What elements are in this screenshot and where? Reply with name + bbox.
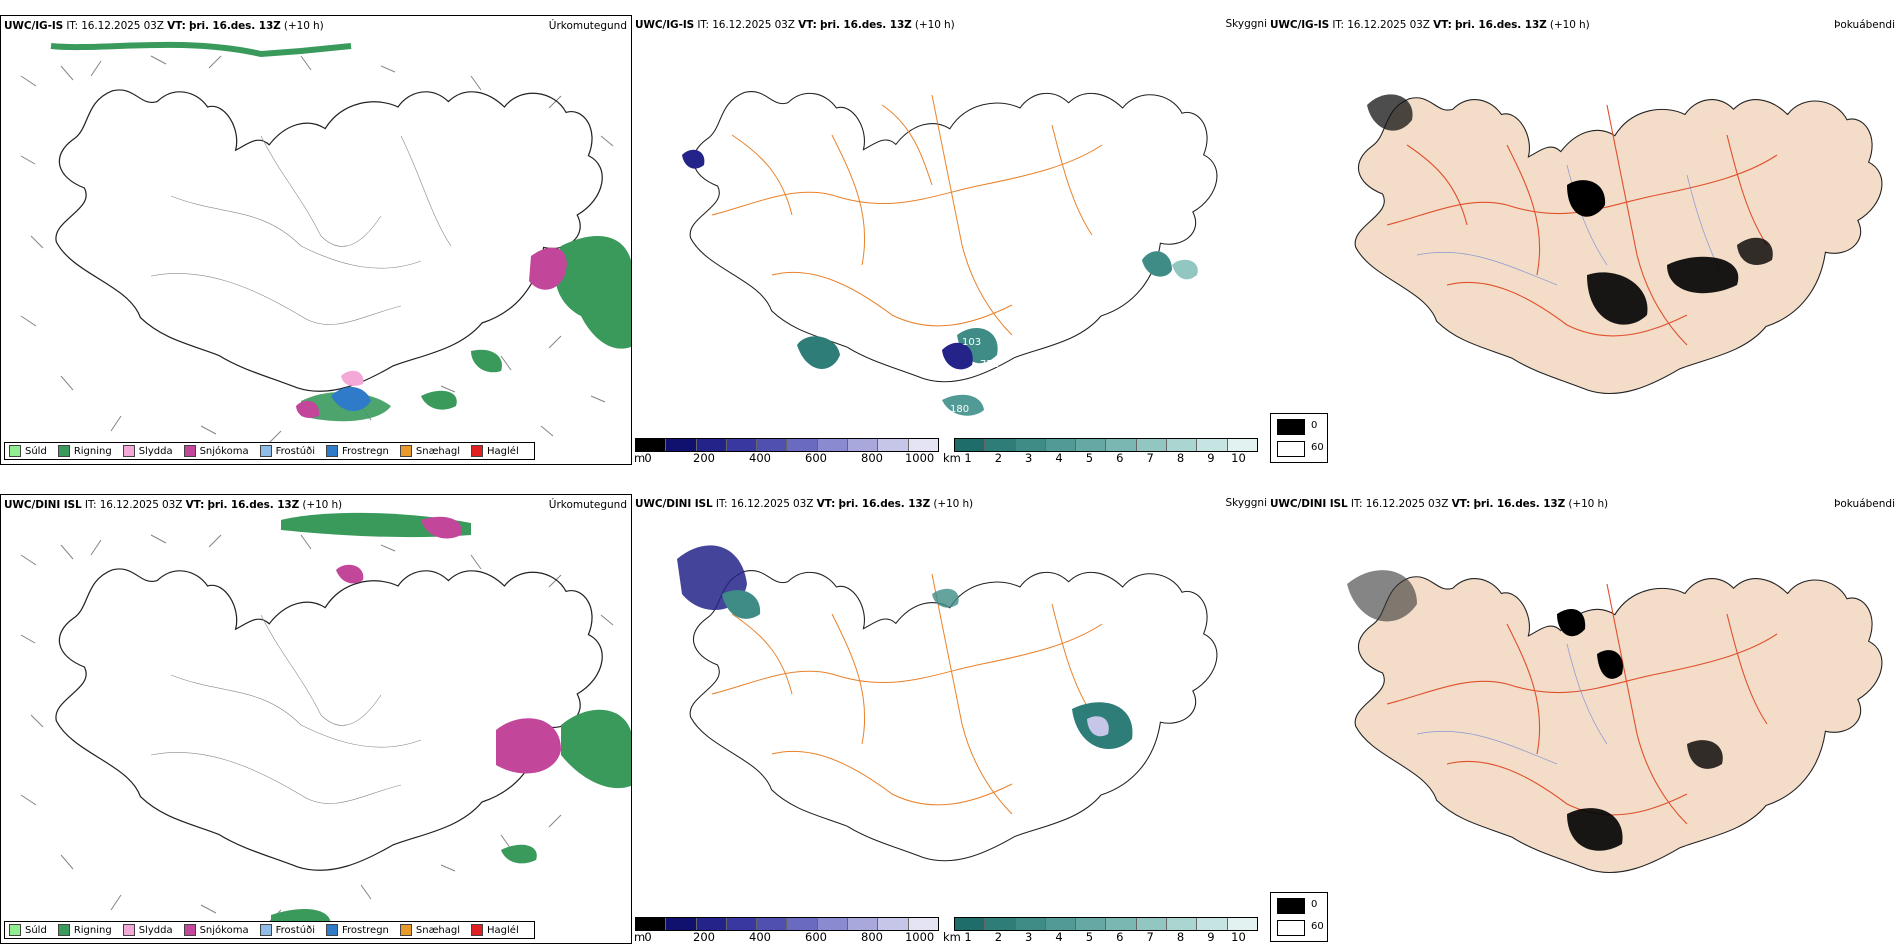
legend-item: Snjókoma [183, 445, 249, 457]
legend-item: Haglél [471, 445, 519, 457]
visibility-colorbar [954, 438, 1258, 452]
tick-label: 3 [1025, 930, 1033, 944]
cloud-base-ticks: 0 200 400 600 800 1000 [644, 451, 934, 465]
panel-type-label: Þokuábendi [1834, 498, 1895, 510]
panel-header: UWC/DINI ISL IT: 16.12.2025 03Z VT: þri.… [1270, 498, 1609, 510]
colorbar-unit: m [634, 451, 646, 465]
map-label: 837 [1090, 748, 1109, 759]
tick-label: 10 [1231, 930, 1246, 944]
visibility-colorbar [954, 917, 1258, 931]
tick-label: 7 [1146, 930, 1154, 944]
fog-legend: 0 60 [1270, 892, 1328, 942]
legend-item: Frostúði [259, 924, 315, 936]
tick-label: 2 [994, 930, 1003, 944]
legend-item: Frostregn [326, 924, 389, 936]
tick-label: 200 [693, 451, 715, 465]
legend-item: Slydda [122, 924, 173, 936]
tick-label: 6 [1116, 930, 1124, 944]
cloud-panel-top: UWC/IG-IS IT: 16.12.2025 03Z VT: þri. 16… [632, 15, 1267, 465]
legend-item: Slydda [122, 445, 173, 457]
tick-label: 4 [1055, 930, 1063, 944]
fog-legend-label: 0 [1311, 420, 1318, 431]
panel-header: UWC/IG-IS IT: 16.12.2025 03Z VT: þri. 16… [635, 19, 955, 31]
tick-label: 4 [1055, 451, 1063, 465]
tick-label: 9 [1207, 930, 1215, 944]
precip-map [20, 512, 631, 935]
legend-item: Rigning [57, 445, 112, 457]
legend-item: Frostregn [326, 445, 389, 457]
fog-map [1347, 570, 1883, 874]
cloud-map: 837 [677, 545, 1218, 862]
legend-item: Rigning [57, 924, 112, 936]
tick-label: 6 [1116, 451, 1124, 465]
panel-header: UWC/IG-IS IT: 16.12.2025 03Z VT: þri. 16… [1270, 19, 1590, 31]
tick-label: 5 [1085, 930, 1094, 944]
tick-label: 400 [749, 451, 771, 465]
legend-item: Haglél [471, 924, 519, 936]
tick-label: 0 [644, 451, 652, 465]
tick-label: 3 [1025, 451, 1033, 465]
tick-label: 7 [1146, 451, 1154, 465]
tick-label: 600 [805, 930, 827, 944]
panel-type-label: Úrkomutegund [548, 20, 627, 32]
legend-item: Snjókoma [183, 924, 249, 936]
tick-label: 1 [964, 930, 972, 944]
legend-item: Snæhagl [399, 924, 460, 936]
colorbar-unit: km [943, 930, 961, 944]
tick-label: 800 [861, 451, 883, 465]
cloud-base-colorbar [635, 438, 939, 452]
cloud-base-ticks: 0 200 400 600 800 1000 [644, 930, 934, 944]
panel-header: UWC/DINI ISL IT: 16.12.2025 03Z VT: þri.… [4, 499, 343, 511]
tick-label: 0 [644, 930, 652, 944]
precip-legend: Súld Rigning Slydda Snjókoma Frostúði Fr… [4, 921, 535, 939]
tick-label: 1000 [904, 451, 935, 465]
tick-label: 9 [1207, 451, 1215, 465]
cloud-panel-bottom: UWC/DINI ISL IT: 16.12.2025 03Z VT: þri.… [632, 494, 1267, 944]
fog-map [1354, 94, 1883, 395]
tick-label: 8 [1176, 930, 1185, 944]
tick-label: 2 [994, 451, 1003, 465]
fog-legend-label: 0 [1311, 899, 1318, 910]
visibility-ticks: 1 2 3 4 5 6 7 8 9 10 [964, 930, 1246, 944]
colorbar-unit: m [634, 930, 646, 944]
precip-panel-bottom: UWC/DINI ISL IT: 16.12.2025 03Z VT: þri.… [0, 494, 632, 944]
fog-legend-label: 60 [1311, 921, 1324, 932]
tick-label: 1 [964, 451, 972, 465]
tick-label: 10 [1231, 451, 1246, 465]
cloud-base-colorbar [635, 917, 939, 931]
legend-item: Súld [9, 445, 47, 457]
map-label: 751 [980, 359, 999, 370]
visibility-ticks: 1 2 3 4 5 6 7 8 9 10 [964, 451, 1246, 465]
tick-label: 8 [1176, 451, 1185, 465]
cloud-map: 103 751 180 [682, 91, 1218, 416]
legend-item: Súld [9, 924, 47, 936]
panel-type-label: Þokuábendi [1834, 19, 1895, 31]
precip-legend: Súld Rigning Slydda Snjókoma Frostúði Fr… [4, 442, 535, 460]
legend-item: Frostúði [259, 445, 315, 457]
tick-label: 5 [1085, 451, 1094, 465]
fog-panel-top: UWC/IG-IS IT: 16.12.2025 03Z VT: þri. 16… [1267, 15, 1900, 465]
panel-type-label: Skyggni [1225, 18, 1268, 30]
precip-map [20, 41, 631, 444]
legend-item: Snæhagl [399, 445, 460, 457]
tick-label: 600 [805, 451, 827, 465]
panel-header: UWC/IG-IS IT: 16.12.2025 03Z VT: þri. 16… [4, 20, 324, 32]
panel-type-label: Skyggni [1225, 497, 1268, 509]
colorbar-unit: km [943, 451, 961, 465]
tick-label: 400 [749, 930, 771, 944]
map-label: 180 [950, 404, 969, 415]
panel-header: UWC/DINI ISL IT: 16.12.2025 03Z VT: þri.… [635, 498, 974, 510]
fog-panel-bottom: UWC/DINI ISL IT: 16.12.2025 03Z VT: þri.… [1267, 494, 1900, 944]
panel-type-label: Úrkomutegund [548, 499, 627, 511]
fog-legend-label: 60 [1311, 442, 1324, 453]
tick-label: 1000 [904, 930, 935, 944]
map-label: 103 [962, 337, 981, 348]
tick-label: 800 [861, 930, 883, 944]
precip-panel-top: UWC/IG-IS IT: 16.12.2025 03Z VT: þri. 16… [0, 15, 632, 465]
fog-legend: 0 60 [1270, 413, 1328, 463]
tick-label: 200 [693, 930, 715, 944]
